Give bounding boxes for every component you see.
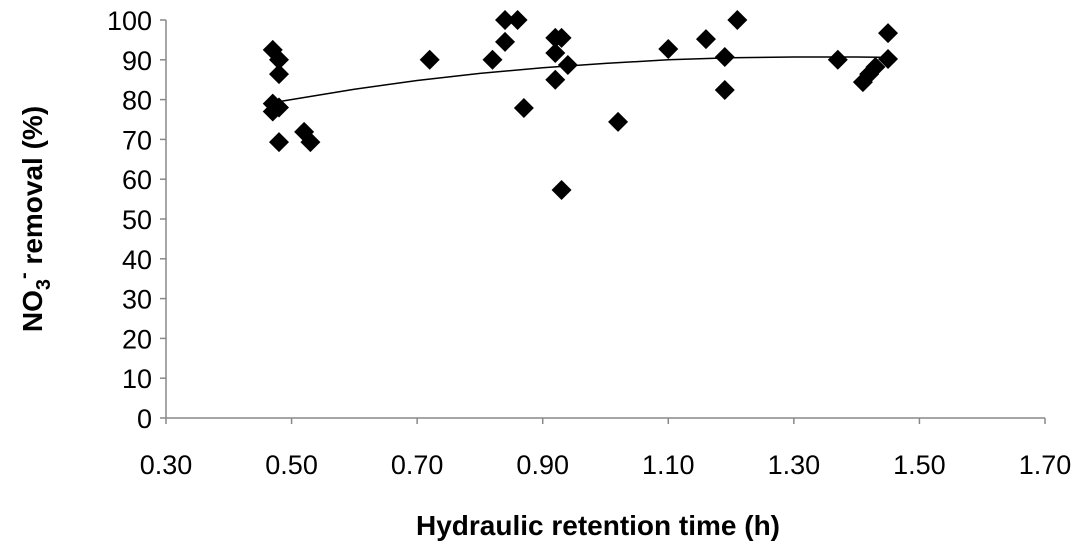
data-point xyxy=(878,49,899,70)
y-axis-title-rest: removal (%) xyxy=(17,106,48,273)
data-point xyxy=(545,43,566,64)
data-point xyxy=(269,132,290,153)
y-axis-title-subscript: 3 xyxy=(33,279,55,290)
x-tick-label: 1.10 xyxy=(642,450,695,480)
y-tick-label: 50 xyxy=(122,205,152,235)
x-axis-title: Hydraulic retention time (h) xyxy=(416,510,780,541)
y-tick-label: 80 xyxy=(122,86,152,116)
data-point xyxy=(269,97,290,118)
data-point xyxy=(714,47,735,68)
y-tick-label: 60 xyxy=(122,165,152,195)
data-point xyxy=(658,39,679,60)
data-point xyxy=(495,10,516,30)
y-axis-title: NO3- removal (%) xyxy=(13,106,55,332)
x-tick-label: 0.90 xyxy=(516,450,569,480)
data-point xyxy=(269,64,290,85)
y-axis-title-superscript: - xyxy=(13,272,35,279)
data-point xyxy=(300,132,321,153)
x-tick-label: 0.70 xyxy=(391,450,444,480)
data-point xyxy=(695,29,716,50)
data-point xyxy=(551,27,572,48)
y-tick-label: 100 xyxy=(107,6,152,36)
data-point xyxy=(878,23,899,44)
data-point xyxy=(727,10,748,30)
x-tick-label: 1.50 xyxy=(893,450,946,480)
y-tick-label: 90 xyxy=(122,46,152,76)
trendline xyxy=(278,56,895,103)
data-point xyxy=(608,111,629,132)
data-point xyxy=(827,49,848,70)
data-point xyxy=(419,49,440,70)
data-point xyxy=(269,49,290,70)
x-tick-label: 0.50 xyxy=(265,450,318,480)
y-tick-label: 0 xyxy=(137,404,152,434)
data-point xyxy=(507,10,528,30)
data-point xyxy=(495,31,516,52)
y-tick-label: 70 xyxy=(122,125,152,155)
data-point xyxy=(482,49,503,70)
x-tick-label: 1.70 xyxy=(1019,450,1072,480)
data-point xyxy=(513,97,534,118)
data-point xyxy=(865,56,886,77)
x-tick-label: 0.30 xyxy=(140,450,193,480)
y-tick-label: 20 xyxy=(122,324,152,354)
x-tick-label: 1.30 xyxy=(768,450,821,480)
y-tick-label: 10 xyxy=(122,364,152,394)
data-point xyxy=(557,54,578,75)
y-tick-label: 30 xyxy=(122,285,152,315)
data-point xyxy=(551,179,572,200)
data-point xyxy=(714,80,735,101)
y-tick-label: 40 xyxy=(122,245,152,275)
y-axis-title-main: NO xyxy=(17,290,48,332)
data-point xyxy=(545,69,566,90)
